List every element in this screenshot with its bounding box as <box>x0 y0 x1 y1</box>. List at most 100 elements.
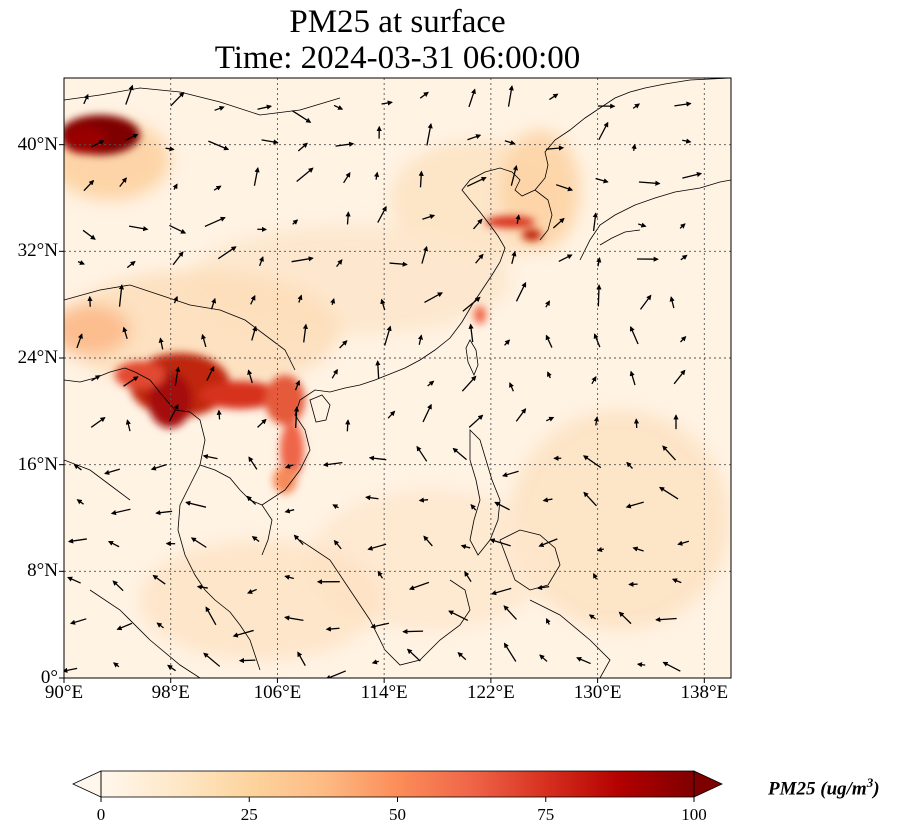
wind-arrow <box>466 176 487 187</box>
wind-arrow <box>625 501 644 509</box>
wind-arrow <box>536 585 550 591</box>
colorbar-tick-label: 100 <box>681 805 707 824</box>
wind-arrow <box>462 296 481 312</box>
wind-arrow <box>284 615 304 621</box>
wind-arrow <box>576 656 591 665</box>
wind-arrow <box>112 580 124 592</box>
wind-arrow <box>247 369 253 384</box>
wind-arrow <box>583 491 597 507</box>
wind-arrow <box>294 380 301 391</box>
wind-arrow <box>73 464 82 471</box>
wind-arrow <box>104 468 121 475</box>
wind-arrow <box>107 540 120 548</box>
wind-arrow <box>206 365 215 382</box>
wind-arrow <box>389 261 408 267</box>
wind-arrow <box>504 339 511 346</box>
wind-arrow <box>214 105 225 111</box>
colorbar-tick-label: 25 <box>240 805 258 824</box>
wind-arrow <box>545 334 553 348</box>
wind-arrow <box>169 224 187 234</box>
wind-arrow <box>248 456 258 470</box>
wind-arrow <box>596 284 602 307</box>
wind-arrow <box>659 486 679 500</box>
wind-arrow <box>210 297 217 310</box>
wind-arrow <box>503 642 517 662</box>
wind-arrow <box>251 325 258 341</box>
wind-arrow <box>76 333 83 349</box>
wind-arrow <box>297 651 306 666</box>
map-subtitle-time: Time: 2024-03-31 06:00:00 <box>214 40 581 76</box>
wind-arrow <box>332 504 339 510</box>
wind-arrow <box>365 495 379 501</box>
wind-arrow <box>90 140 105 148</box>
wind-arrow <box>632 103 640 109</box>
wind-arrow <box>593 572 598 580</box>
wind-arrow <box>473 218 483 230</box>
wind-arrow <box>258 256 264 267</box>
wind-arrow <box>91 375 101 382</box>
wind-arrow <box>343 171 351 184</box>
lon-tick-label: 130°E <box>573 682 622 703</box>
wind-arrow <box>67 576 81 584</box>
wind-arrow <box>204 216 226 228</box>
wind-arrow <box>172 183 178 190</box>
wind-arrow <box>67 538 87 544</box>
wind-arrow <box>671 578 682 584</box>
wind-arrow <box>110 508 131 516</box>
lon-tick-label: 90°E <box>44 682 84 703</box>
wind-arrow <box>662 445 677 461</box>
wind-arrow <box>452 447 467 461</box>
wind-arrow <box>125 84 134 105</box>
wind-arrow <box>339 340 348 349</box>
wind-arrow <box>185 500 207 508</box>
wind-arrow <box>545 300 550 308</box>
wind-arrow <box>464 571 472 583</box>
wind-arrow <box>591 376 597 385</box>
wind-arrow <box>595 177 609 184</box>
wind-arrow <box>618 611 632 625</box>
wind-arrow <box>205 606 217 626</box>
colorbar-label: PM25 (ug/m3) <box>768 775 880 800</box>
lat-tick-label: 40°N <box>17 133 58 155</box>
wind-arrow <box>674 101 692 107</box>
wind-arrow <box>545 617 551 625</box>
wind-arrow <box>83 179 95 192</box>
wind-arrow <box>424 292 443 303</box>
wind-arrow <box>335 141 355 147</box>
pm25-field <box>64 78 731 678</box>
wind-arrow <box>152 574 166 585</box>
wind-arrow <box>370 622 390 629</box>
wind-arrow <box>502 470 519 478</box>
wind-arrow <box>468 323 474 343</box>
wind-arrow <box>375 360 381 379</box>
wind-arrow <box>172 251 184 266</box>
wind-arrow <box>165 146 175 152</box>
wind-arrow <box>509 382 514 392</box>
wind-arrow <box>292 219 299 225</box>
wind-arrow <box>251 535 260 543</box>
wind-arrow <box>208 140 230 151</box>
wind-arrow <box>190 537 207 548</box>
wind-arrow <box>174 366 181 386</box>
wind-arrow <box>291 110 312 123</box>
wind-arrow <box>468 88 476 108</box>
wind-arrow <box>380 298 386 311</box>
map-title: PM25 at surface <box>289 4 506 40</box>
wind-arrow <box>423 535 433 547</box>
wind-arrow <box>77 260 85 265</box>
wind-arrow <box>167 664 176 672</box>
wind-arrow <box>416 445 428 462</box>
wind-arrow <box>257 418 267 428</box>
wind-arrow <box>680 254 688 261</box>
wind-arrow <box>448 610 469 621</box>
wind-arrow <box>293 406 300 429</box>
wind-arrow <box>426 122 433 146</box>
wind-arrow <box>284 508 295 514</box>
wind-arrow <box>467 134 482 141</box>
wind-arrow <box>90 417 106 428</box>
wind-arrow <box>368 455 387 461</box>
wind-arrow <box>196 584 208 590</box>
wind-arrow <box>596 257 602 267</box>
